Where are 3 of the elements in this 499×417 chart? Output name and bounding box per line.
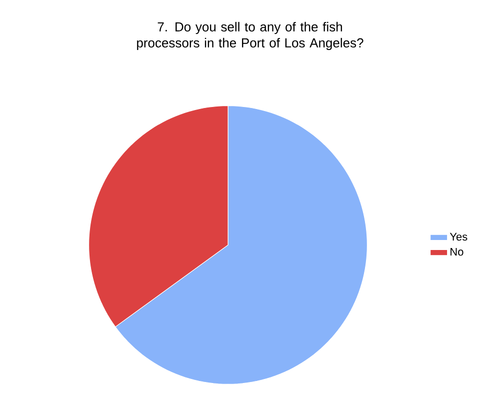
chart-title: 7. Do you sell to any of the fish processors in the Port of Los Angeles? — [137, 22, 364, 50]
legend-label: Yes — [450, 232, 468, 241]
legend-label: No — [450, 248, 464, 256]
